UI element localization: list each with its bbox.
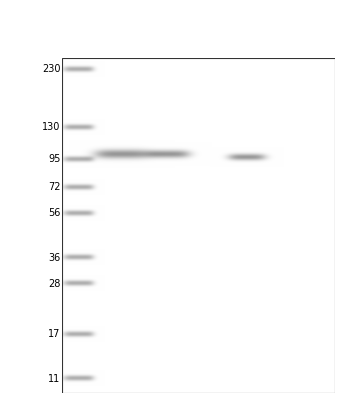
Text: 56: 56: [48, 208, 60, 218]
Text: 11: 11: [48, 374, 60, 384]
Text: 17: 17: [48, 329, 60, 339]
Text: 130: 130: [42, 122, 60, 132]
Text: 28: 28: [48, 278, 60, 288]
Text: 230: 230: [42, 64, 60, 74]
Text: 72: 72: [48, 182, 60, 192]
Text: 95: 95: [48, 154, 60, 164]
Text: 36: 36: [48, 253, 60, 263]
